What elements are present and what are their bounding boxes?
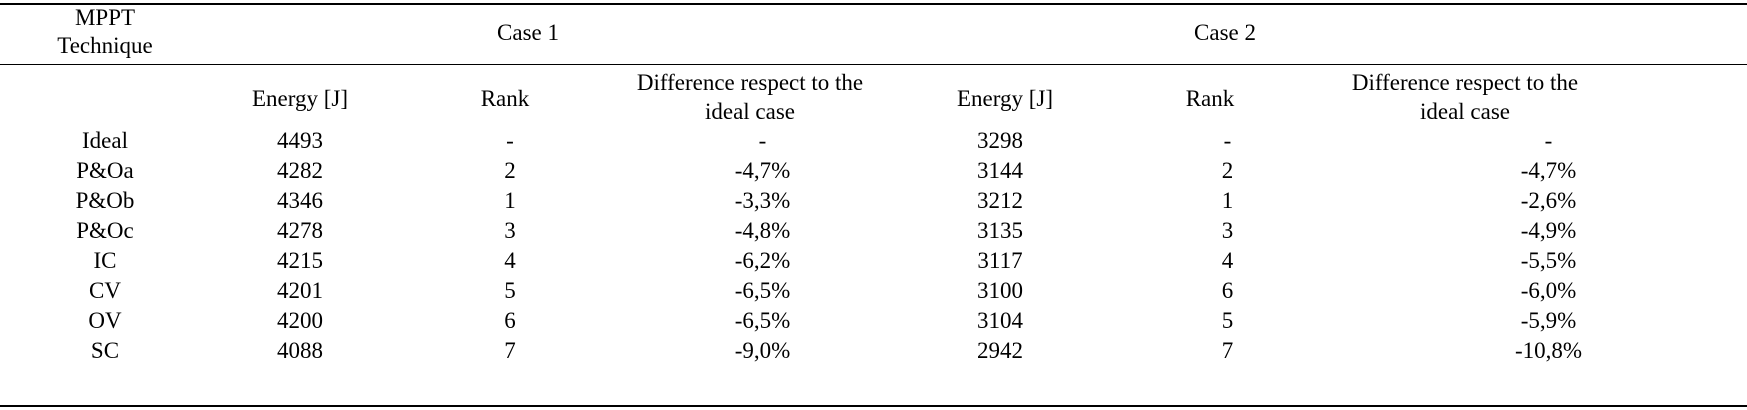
cell-case2-rank: 2 bbox=[1221, 158, 1234, 183]
header-case1-energy: Energy [J] bbox=[251, 86, 349, 111]
cell-technique: IC bbox=[93, 248, 117, 273]
cell-case1-rank: 6 bbox=[504, 308, 516, 333]
cell-case2-difference: -4,9% bbox=[1520, 218, 1577, 243]
cell-case1-rank: 2 bbox=[504, 158, 516, 183]
cell-case2-energy: 3104 bbox=[977, 308, 1023, 333]
cell-technique: CV bbox=[89, 278, 121, 303]
cell-case2-energy: 3135 bbox=[977, 218, 1023, 243]
cell-case2-difference: -10,8% bbox=[1514, 338, 1583, 363]
cell-technique: P&Ob bbox=[75, 188, 135, 213]
cell-case2-rank: - bbox=[1223, 128, 1232, 153]
cell-case2-rank: 1 bbox=[1221, 188, 1234, 213]
cell-case2-rank: 4 bbox=[1221, 248, 1234, 273]
table-row: P&Oa 4282 2 -4,7% 3144 2 -4,7% bbox=[0, 156, 1747, 186]
cell-case1-difference: -4,8% bbox=[734, 218, 791, 243]
cell-case1-rank: 1 bbox=[504, 188, 516, 213]
cell-case2-difference: -5,5% bbox=[1520, 248, 1577, 273]
cell-technique: OV bbox=[88, 308, 122, 333]
cell-case2-difference: -2,6% bbox=[1520, 188, 1577, 213]
cell-case1-difference: -9,0% bbox=[734, 338, 791, 363]
header-case1-rank: Rank bbox=[480, 86, 530, 111]
cell-case1-energy: 4493 bbox=[277, 128, 323, 153]
cell-case1-rank: 7 bbox=[504, 338, 516, 363]
table-row: SC 4088 7 -9,0% 2942 7 -10,8% bbox=[0, 336, 1747, 366]
cell-case1-rank: 4 bbox=[504, 248, 516, 273]
table-row: CV 4201 5 -6,5% 3100 6 -6,0% bbox=[0, 276, 1747, 306]
cell-case2-difference: -4,7% bbox=[1520, 158, 1577, 183]
table-bottom-rule bbox=[0, 405, 1747, 407]
cell-case2-energy: 3298 bbox=[977, 128, 1023, 153]
header-technique: MPPT Technique bbox=[57, 5, 153, 58]
cell-case1-energy: 4201 bbox=[277, 278, 323, 303]
cell-case1-energy: 4088 bbox=[277, 338, 323, 363]
table-row: OV 4200 6 -6,5% 3104 5 -5,9% bbox=[0, 306, 1747, 336]
table-top-rule bbox=[0, 3, 1747, 5]
cell-case2-rank: 3 bbox=[1221, 218, 1234, 243]
cell-case2-rank: 6 bbox=[1221, 278, 1234, 303]
cell-case2-energy: 3100 bbox=[977, 278, 1023, 303]
cell-case1-difference: -6,5% bbox=[734, 308, 791, 333]
table-row: Ideal 4493 - - 3298 - - bbox=[0, 126, 1747, 156]
cell-case2-difference: - bbox=[1544, 128, 1553, 153]
cell-technique: SC bbox=[90, 338, 120, 363]
header-case-1: Case 1 bbox=[497, 20, 559, 45]
header-case2-rank: Rank bbox=[1185, 86, 1235, 111]
table-row: P&Ob 4346 1 -3,3% 3212 1 -2,6% bbox=[0, 186, 1747, 216]
cell-case1-difference: -4,7% bbox=[734, 158, 791, 183]
table-header-rule bbox=[0, 64, 1747, 65]
cell-case2-rank: 5 bbox=[1221, 308, 1234, 333]
table-body: Ideal 4493- -3298- - P&Oa 4282 2 -4,7% 3144 2 -4,7… bbox=[0, 126, 1747, 366]
header-case2-energy: Energy [J] bbox=[956, 86, 1054, 111]
cell-technique: P&Oa bbox=[76, 158, 134, 183]
table-row: P&Oc 4278 3 -4,8% 3135 3 -4,9% bbox=[0, 216, 1747, 246]
cell-technique: P&Oc bbox=[76, 218, 134, 243]
header-case1-difference: Difference respect to the ideal case bbox=[636, 70, 864, 124]
table-row: IC 4215 4 -6,2% 3117 4 -5,5% bbox=[0, 246, 1747, 276]
header-case2-difference: Difference respect to the ideal case bbox=[1351, 70, 1579, 124]
cell-case1-energy: 4215 bbox=[277, 248, 323, 273]
cell-case1-energy: 4346 bbox=[277, 188, 323, 213]
cell-technique: Ideal bbox=[82, 128, 128, 153]
header-case-2: Case 2 bbox=[1194, 20, 1256, 45]
cell-case2-energy: 3144 bbox=[977, 158, 1023, 183]
cell-case1-rank: - bbox=[506, 128, 514, 153]
cell-case2-difference: -6,0% bbox=[1520, 278, 1577, 303]
cell-case2-energy: 3117 bbox=[977, 248, 1023, 273]
cell-case1-energy: 4278 bbox=[277, 218, 323, 243]
cell-case2-energy: 3212 bbox=[977, 188, 1023, 213]
cell-case2-rank: 7 bbox=[1221, 338, 1234, 363]
cell-case1-difference: -3,3% bbox=[734, 188, 791, 213]
cell-case1-energy: 4282 bbox=[277, 158, 323, 183]
cell-case1-difference: -6,2% bbox=[734, 248, 791, 273]
cell-case1-rank: 5 bbox=[504, 278, 516, 303]
cell-case1-difference: - bbox=[758, 128, 767, 153]
cell-case1-rank: 3 bbox=[504, 218, 516, 243]
cell-case2-difference: -5,9% bbox=[1520, 308, 1577, 333]
cell-case2-energy: 2942 bbox=[977, 338, 1023, 363]
cell-case1-difference: -6,5% bbox=[734, 278, 791, 303]
cell-case1-energy: 4200 bbox=[277, 308, 323, 333]
